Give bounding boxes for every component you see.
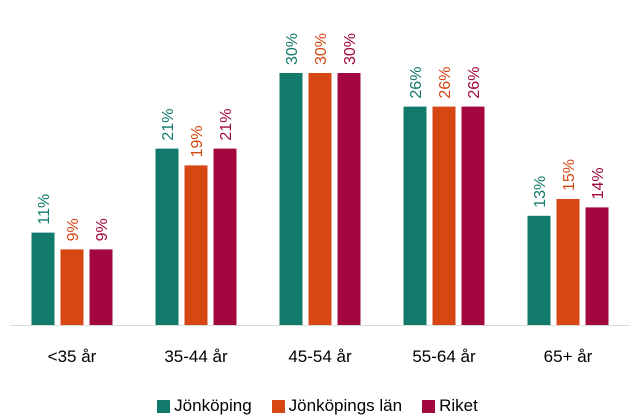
bar	[279, 73, 303, 325]
legend-label: Jönköping	[174, 396, 252, 415]
x-tick-label: 45-54 år	[288, 347, 352, 366]
data-label: 26%	[466, 67, 483, 99]
x-tick-label: 35-44 år	[164, 347, 228, 366]
x-tick-labels-group: <35 år 35-44 år 45-54 år 55-64 år 65+ år	[48, 347, 593, 366]
legend-label: Jönköpings län	[288, 396, 403, 415]
bar	[461, 106, 485, 325]
data-label: 26%	[408, 67, 425, 99]
bar	[184, 165, 208, 325]
legend-swatch	[271, 399, 285, 413]
legend-item-jonkopings-lan: Jönköpings län	[271, 396, 403, 416]
legend: Jönköping Jönköpings län Riket	[0, 393, 635, 419]
data-label: 14%	[590, 167, 607, 199]
bar	[527, 215, 551, 325]
data-label: 21%	[218, 109, 235, 141]
data-label: 13%	[532, 176, 549, 208]
x-tick-label: 65+ år	[544, 347, 593, 366]
x-tick-label: 55-64 år	[412, 347, 476, 366]
data-label: 30%	[313, 33, 330, 65]
legend-swatch	[157, 399, 171, 413]
bar	[213, 148, 237, 325]
bar-chart: 11% 9% 9% 21% 19% 21% 30% 30% 30% 26% 26% 26% 13% 15%…	[10, 33, 630, 366]
x-tick-label: <35 år	[48, 347, 97, 366]
bars-group	[31, 73, 609, 325]
bar	[432, 106, 456, 325]
bar	[89, 249, 113, 325]
data-label: 30%	[284, 33, 301, 65]
bar	[585, 207, 609, 325]
data-labels-group: 11% 9% 9% 21% 19% 21% 30% 30% 30% 26% 26% 26% 13% 15%…	[36, 33, 607, 241]
bar	[31, 232, 55, 325]
data-label: 19%	[189, 125, 206, 157]
bar	[337, 73, 361, 325]
data-label: 15%	[561, 159, 578, 191]
data-label: 26%	[437, 67, 454, 99]
bar	[155, 148, 179, 325]
legend-label: Riket	[439, 396, 478, 415]
bar	[403, 106, 427, 325]
legend-item-riket: Riket	[422, 396, 478, 416]
legend-swatch	[422, 399, 436, 413]
data-label: 9%	[94, 218, 111, 241]
data-label: 9%	[65, 218, 82, 241]
data-label: 11%	[36, 194, 53, 225]
data-label: 21%	[160, 109, 177, 141]
data-label: 30%	[342, 33, 359, 65]
legend-item-jonkoping: Jönköping	[157, 396, 252, 416]
bar	[556, 199, 580, 325]
bar	[60, 249, 84, 325]
bar	[308, 73, 332, 325]
